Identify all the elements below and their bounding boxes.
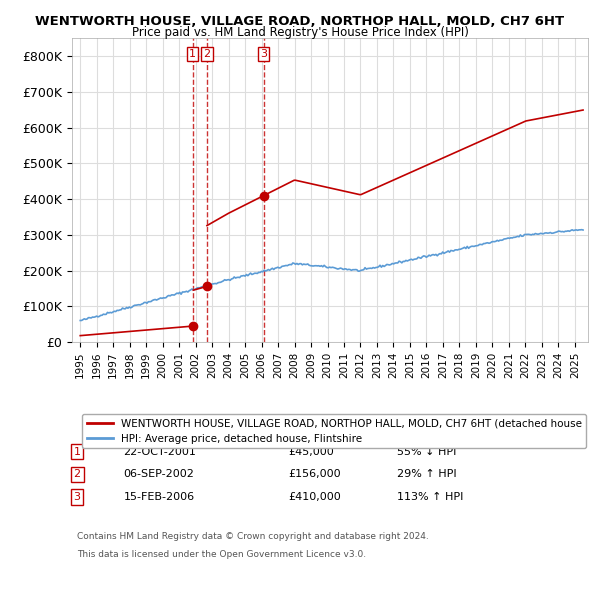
- Legend: WENTWORTH HOUSE, VILLAGE ROAD, NORTHOP HALL, MOLD, CH7 6HT (detached house, HPI:: WENTWORTH HOUSE, VILLAGE ROAD, NORTHOP H…: [82, 414, 586, 448]
- Text: 15-FEB-2006: 15-FEB-2006: [124, 492, 195, 502]
- Text: 1: 1: [74, 447, 80, 457]
- Text: WENTWORTH HOUSE, VILLAGE ROAD, NORTHOP HALL, MOLD, CH7 6HT: WENTWORTH HOUSE, VILLAGE ROAD, NORTHOP H…: [35, 15, 565, 28]
- Text: Contains HM Land Registry data © Crown copyright and database right 2024.: Contains HM Land Registry data © Crown c…: [77, 532, 429, 541]
- Text: 22-OCT-2001: 22-OCT-2001: [124, 447, 196, 457]
- Text: 29% ↑ HPI: 29% ↑ HPI: [397, 470, 457, 479]
- Text: This data is licensed under the Open Government Licence v3.0.: This data is licensed under the Open Gov…: [77, 550, 366, 559]
- Text: 113% ↑ HPI: 113% ↑ HPI: [397, 492, 463, 502]
- Text: £156,000: £156,000: [289, 470, 341, 479]
- Text: £45,000: £45,000: [289, 447, 334, 457]
- Text: 3: 3: [74, 492, 80, 502]
- Text: 06-SEP-2002: 06-SEP-2002: [124, 470, 194, 479]
- Text: 1: 1: [189, 49, 196, 59]
- Text: 2: 2: [203, 49, 211, 59]
- Text: Price paid vs. HM Land Registry's House Price Index (HPI): Price paid vs. HM Land Registry's House …: [131, 26, 469, 39]
- Text: 3: 3: [260, 49, 267, 59]
- Text: £410,000: £410,000: [289, 492, 341, 502]
- Text: 55% ↓ HPI: 55% ↓ HPI: [397, 447, 457, 457]
- Text: 2: 2: [74, 470, 81, 479]
